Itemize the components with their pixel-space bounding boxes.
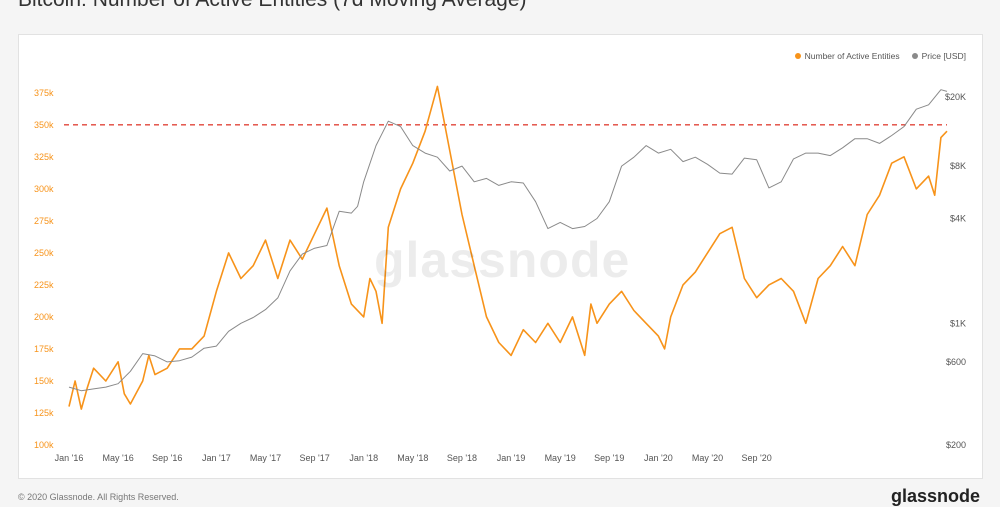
x-axis-tick-label: May '18	[397, 453, 428, 463]
x-axis-tick-label: May '19	[545, 453, 576, 463]
left-axis-tick-label: 175k	[34, 344, 54, 354]
x-axis-tick-label: Jan '18	[349, 453, 378, 463]
left-axis-tick-label: 150k	[34, 376, 54, 386]
footer-copyright: © 2020 Glassnode. All Rights Reserved.	[18, 492, 179, 502]
legend-item-active-entities[interactable]: Number of Active Entities	[794, 51, 900, 61]
series-line-price	[68, 89, 948, 392]
watermark: glassnode	[374, 232, 631, 288]
series-line-active-entities	[68, 85, 948, 410]
right-axis-tick-label: $200	[946, 440, 966, 450]
legend-item-price[interactable]: Price [USD]	[911, 51, 966, 61]
right-axis-tick-label: $8K	[950, 161, 966, 171]
left-axis-tick-label: 325k	[34, 152, 54, 162]
x-axis-tick-label: Jan '17	[202, 453, 231, 463]
x-axis-tick-label: May '20	[692, 453, 723, 463]
x-axis-tick-label: Sep '18	[447, 453, 477, 463]
left-axis-tick-label: 300k	[34, 184, 54, 194]
left-axis-tick-label: 200k	[34, 312, 54, 322]
right-axis-tick-label: $20K	[945, 92, 966, 102]
chart-card: 100k 125k 150k 175k 200k 225k 250k 275k 300k 325k…	[18, 34, 983, 479]
right-axis-tick-label: $600	[946, 357, 966, 367]
legend-label-price: Price [USD]	[921, 51, 966, 61]
left-axis-tick-label: 225k	[34, 280, 54, 290]
chart-legend: Number of Active Entities Price [USD]	[794, 51, 966, 61]
x-axis-tick-label: Sep '20	[742, 453, 772, 463]
x-axis-tick-label: Sep '17	[299, 453, 329, 463]
right-axis-tick-label: $4K	[950, 214, 966, 224]
legend-swatch-price	[911, 53, 918, 59]
legend-label-active-entities: Number of Active Entities	[804, 51, 900, 61]
chart-title: Bitcoin: Number of Active Entities (7d M…	[18, 0, 527, 12]
x-axis-tick-label: Sep '19	[594, 453, 624, 463]
right-axis-tick-label: $1K	[950, 318, 966, 328]
footer-logo: glassnode	[890, 486, 980, 506]
left-axis-tick-label: 125k	[34, 408, 54, 418]
x-axis-tick-label: May '16	[103, 453, 134, 463]
left-axis-tick-label: 100k	[34, 440, 54, 450]
x-axis-tick-label: Sep '16	[152, 453, 182, 463]
x-axis-tick-label: Jan '16	[55, 453, 84, 463]
left-axis-tick-label: 375k	[34, 88, 54, 98]
left-axis-tick-label: 275k	[34, 216, 54, 226]
x-axis-tick-label: Jan '19	[497, 453, 526, 463]
left-axis-tick-label: 350k	[34, 120, 54, 130]
x-axis-tick-label: Jan '20	[644, 453, 673, 463]
legend-swatch-active-entities	[794, 53, 801, 59]
chart-plot: 100k 125k 150k 175k 200k 225k 250k 275k 300k 325k…	[34, 85, 966, 463]
x-axis-tick-label: May '17	[250, 453, 281, 463]
left-axis-tick-label: 250k	[34, 248, 54, 258]
